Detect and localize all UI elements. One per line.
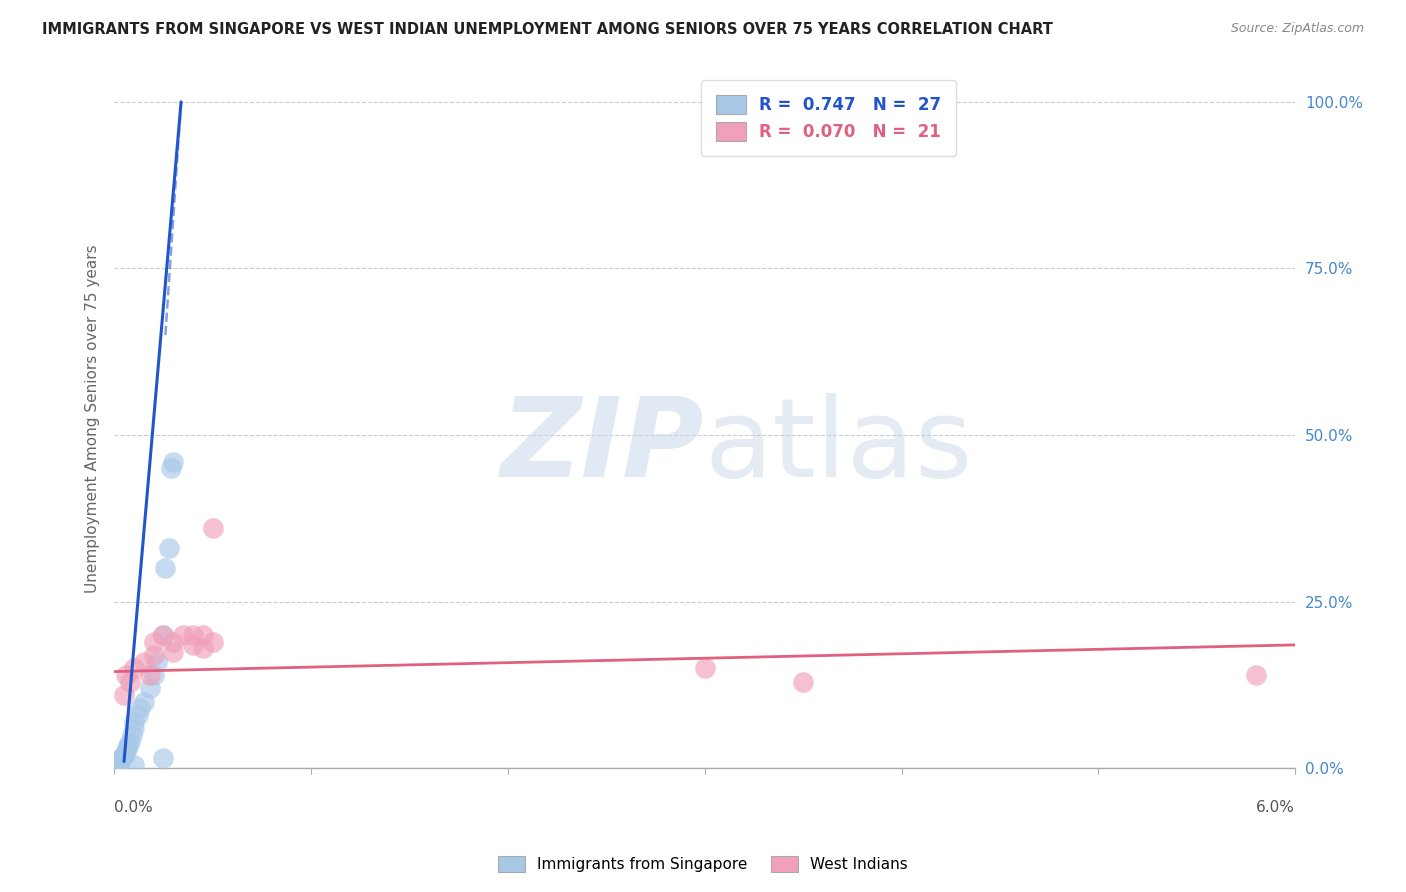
Point [155, 561, 177, 575]
Text: Source: ZipAtlas.com: Source: ZipAtlas.com [1230, 22, 1364, 36]
Point [118, 734, 141, 748]
Point [191, 628, 214, 642]
Point [108, 756, 131, 770]
Point [112, 749, 135, 764]
Point [181, 628, 204, 642]
Point [191, 641, 214, 656]
Point [122, 714, 145, 729]
Point [160, 461, 183, 475]
Point [142, 648, 165, 662]
Point [127, 707, 149, 722]
Text: IMMIGRANTS FROM SINGAPORE VS WEST INDIAN UNEMPLOYMENT AMONG SENIORS OVER 75 YEAR: IMMIGRANTS FROM SINGAPORE VS WEST INDIAN… [42, 22, 1053, 37]
Point [146, 655, 169, 669]
Point [1244, 668, 1267, 682]
Point [132, 694, 155, 708]
Text: ZIP: ZIP [501, 392, 704, 500]
Point [115, 668, 138, 682]
Point [152, 628, 174, 642]
Text: 0.0%: 0.0% [114, 800, 153, 815]
Point [693, 661, 716, 675]
Point [152, 751, 174, 765]
Point [172, 628, 194, 642]
Text: 6.0%: 6.0% [1257, 800, 1295, 815]
Point [138, 668, 160, 682]
Point [201, 521, 224, 535]
Point [201, 634, 224, 648]
Legend: Immigrants from Singapore, West Indians: Immigrants from Singapore, West Indians [491, 848, 915, 880]
Point [121, 728, 143, 742]
Point [112, 688, 135, 702]
Point [108, 755, 131, 769]
Text: atlas: atlas [704, 392, 973, 500]
Point [122, 757, 145, 772]
Point [152, 628, 174, 642]
Point [181, 638, 204, 652]
Point [111, 751, 134, 765]
Point [142, 634, 165, 648]
Point [162, 634, 184, 648]
Y-axis label: Unemployment Among Seniors over 75 years: Unemployment Among Seniors over 75 years [86, 244, 100, 592]
Point [142, 668, 165, 682]
Point [107, 757, 129, 772]
Legend: R =  0.747   N =  27, R =  0.070   N =  21: R = 0.747 N = 27, R = 0.070 N = 21 [700, 80, 956, 156]
Point [115, 741, 138, 756]
Point [117, 738, 139, 752]
Point [157, 541, 180, 556]
Point [132, 655, 155, 669]
Point [128, 701, 150, 715]
Point [162, 455, 184, 469]
Point [792, 674, 814, 689]
Point [122, 661, 145, 675]
Point [112, 747, 135, 762]
Point [122, 721, 145, 735]
Point [162, 644, 184, 658]
Point [118, 674, 141, 689]
Point [110, 753, 132, 767]
Point [115, 744, 138, 758]
Point [138, 681, 160, 696]
